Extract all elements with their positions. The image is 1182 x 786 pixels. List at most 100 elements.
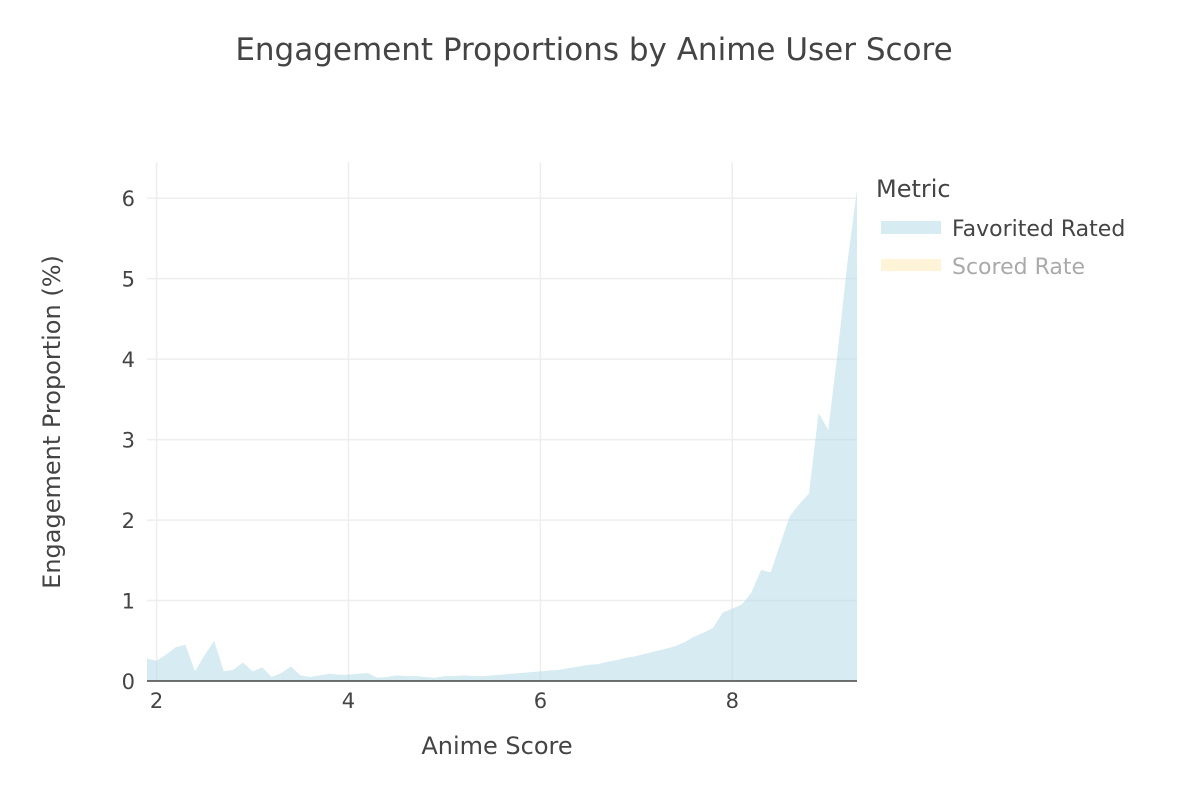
data-point xyxy=(634,654,638,658)
data-point xyxy=(251,669,255,673)
data-point xyxy=(711,626,715,630)
data-point xyxy=(337,673,341,677)
y-tick-label: 2 xyxy=(122,509,135,533)
tick-labels: 2 4 6 8 0 1 2 3 4 5 6 xyxy=(122,187,739,713)
data-point xyxy=(164,652,168,656)
data-point xyxy=(740,603,744,607)
data-point xyxy=(222,669,226,673)
data-point xyxy=(318,673,322,677)
data-point xyxy=(730,607,734,611)
legend-label: Scored Rate xyxy=(952,255,1085,280)
data-point xyxy=(404,674,408,678)
data-point xyxy=(817,411,821,415)
data-point xyxy=(586,663,590,667)
area-series-favorited-rated xyxy=(147,190,857,682)
legend-swatch xyxy=(881,259,941,271)
data-point xyxy=(558,668,562,672)
data-point xyxy=(529,670,533,674)
data-point xyxy=(375,676,379,680)
data-point xyxy=(270,675,274,679)
data-point xyxy=(797,502,801,506)
data-point xyxy=(299,673,303,677)
data-point xyxy=(663,647,667,651)
data-point xyxy=(615,658,619,662)
data-point xyxy=(212,639,216,643)
y-tick-label: 6 xyxy=(122,187,135,211)
plot-area xyxy=(145,188,859,682)
legend-title: Metric xyxy=(876,175,951,203)
data-point xyxy=(462,673,466,677)
legend-swatch xyxy=(881,221,941,234)
data-point xyxy=(606,660,610,664)
data-point xyxy=(548,669,552,673)
data-point xyxy=(366,671,370,675)
legend-label: Favorited Rated xyxy=(952,217,1125,242)
data-point xyxy=(193,669,197,673)
data-point xyxy=(327,672,331,676)
data-point xyxy=(260,665,264,669)
data-point xyxy=(481,674,485,678)
data-point xyxy=(567,666,571,670)
data-point xyxy=(510,672,514,676)
data-point xyxy=(644,652,648,656)
data-point xyxy=(433,676,437,680)
x-tick-label: 2 xyxy=(150,689,163,713)
legend-item-favorited-rated[interactable]: Favorited Rated xyxy=(881,217,1125,242)
data-point xyxy=(778,542,782,546)
y-tick-label: 4 xyxy=(122,348,135,372)
data-point xyxy=(356,672,360,676)
data-point xyxy=(625,656,629,660)
data-point xyxy=(673,644,677,648)
y-tick-label: 0 xyxy=(122,670,135,694)
legend-item-scored-rate[interactable]: Scored Rate xyxy=(881,255,1085,280)
y-tick-label: 1 xyxy=(122,590,135,614)
data-point xyxy=(183,643,187,647)
data-point xyxy=(471,674,475,678)
data-point xyxy=(203,653,207,657)
x-axis-title: Anime Score xyxy=(421,732,572,760)
data-point xyxy=(788,514,792,518)
data-point xyxy=(414,674,418,678)
data-point xyxy=(836,349,840,353)
data-point xyxy=(721,611,725,615)
data-point xyxy=(807,492,811,496)
data-point xyxy=(423,675,427,679)
grid-layer xyxy=(147,162,857,681)
data-point xyxy=(145,656,149,660)
data-point xyxy=(845,261,849,265)
data-point xyxy=(749,590,753,594)
data-point xyxy=(308,675,312,679)
data-point xyxy=(241,660,245,664)
x-tick-label: 6 xyxy=(534,689,547,713)
data-point xyxy=(826,428,830,432)
data-point xyxy=(490,673,494,677)
x-tick-label: 4 xyxy=(342,689,355,713)
legend[interactable]: Metric Favorited Rated Scored Rate xyxy=(876,175,1125,280)
y-tick-label: 3 xyxy=(122,429,135,453)
data-point xyxy=(452,674,456,678)
data-point xyxy=(596,662,600,666)
y-axis-title: Engagement Proportion (%) xyxy=(38,255,66,589)
data-point xyxy=(174,645,178,649)
chart-title: Engagement Proportions by Anime User Sco… xyxy=(235,32,952,68)
data-point xyxy=(279,671,283,675)
data-point xyxy=(692,635,696,639)
data-point xyxy=(394,673,398,677)
x-tick-label: 8 xyxy=(726,689,739,713)
data-point xyxy=(769,570,773,574)
y-tick-label: 5 xyxy=(122,268,135,292)
data-point xyxy=(701,631,705,635)
data-point xyxy=(855,188,859,192)
data-point xyxy=(682,640,686,644)
data-point xyxy=(654,649,658,653)
data-point xyxy=(385,675,389,679)
data-point xyxy=(442,674,446,678)
data-point xyxy=(346,673,350,677)
data-point xyxy=(577,665,581,669)
data-point xyxy=(500,673,504,677)
data-point xyxy=(231,668,235,672)
data-point xyxy=(759,568,763,572)
data-point xyxy=(538,669,542,673)
data-point xyxy=(155,659,159,663)
